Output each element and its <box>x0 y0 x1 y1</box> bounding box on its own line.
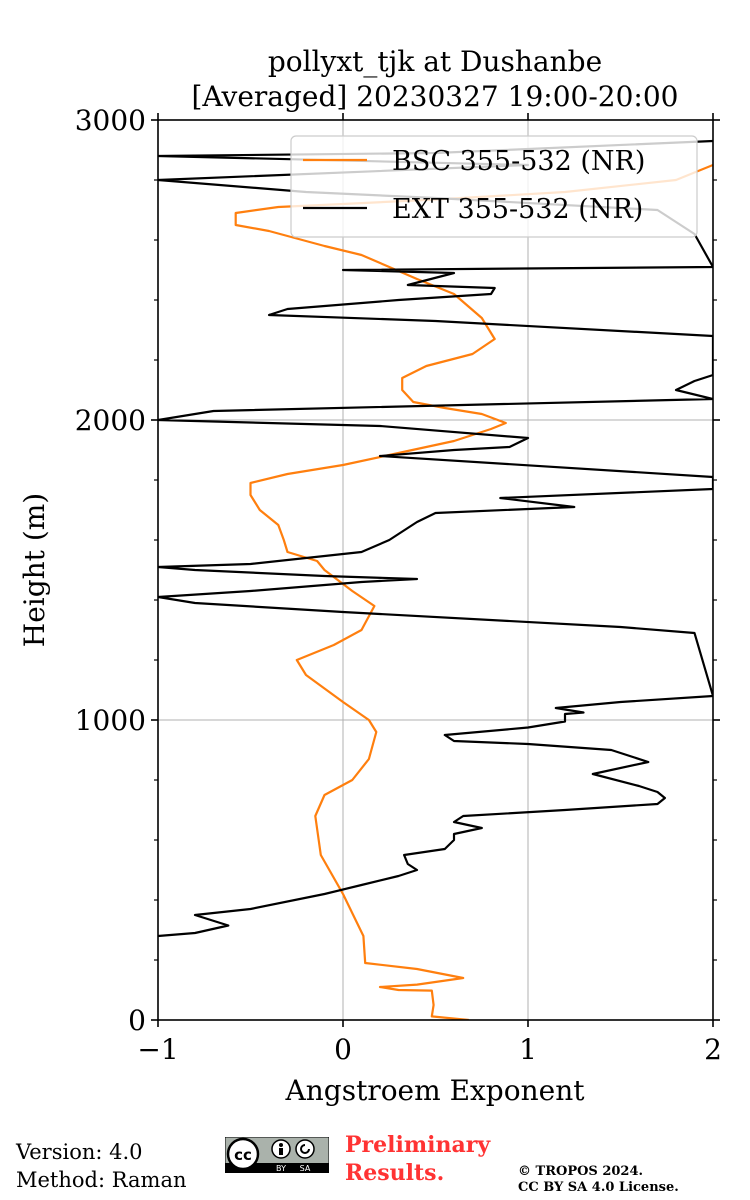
legend-box <box>290 135 698 238</box>
x-tick-label: 2 <box>704 1033 722 1066</box>
method-text: Method: Raman <box>16 1168 187 1192</box>
angstroem-chart: pollyxt_tjk at Dushanbe [Averaged] 20230… <box>18 45 722 1107</box>
y-tick-label: 0 <box>128 1004 146 1037</box>
cc-by-text: BY <box>276 1164 286 1173</box>
x-tick-label: 1 <box>519 1033 537 1066</box>
preliminary-line-1: Preliminary <box>345 1132 491 1158</box>
cc-sa-text: SA <box>300 1164 311 1173</box>
x-axis-label: Angstroem Exponent <box>285 1074 586 1107</box>
series-line-ext <box>158 139 713 938</box>
legend-label-bsc: BSC 355-532 (NR) <box>392 146 645 177</box>
y-tick-label: 2000 <box>75 404 146 437</box>
y-tick-label: 1000 <box>75 704 146 737</box>
preliminary-line-2: Results. <box>345 1160 445 1186</box>
preliminary-results-note: Preliminary Results. <box>345 1131 490 1187</box>
grid-lines <box>158 120 713 1020</box>
version-text: Version: 4.0 <box>16 1140 143 1164</box>
x-tick-label: −1 <box>137 1033 178 1066</box>
copyright-note: © TROPOS 2024. CC BY SA 4.0 License. <box>518 1164 679 1196</box>
y-tick-label: 3000 <box>75 104 146 137</box>
cc-logo-text: cc <box>234 1146 252 1164</box>
plot-frame <box>157 119 714 1021</box>
copyright-line-1: © TROPOS 2024. <box>518 1164 644 1179</box>
x-tick-label: 0 <box>334 1033 352 1066</box>
legend-label-ext: EXT 355-532 (NR) <box>392 194 643 225</box>
series-lines <box>158 139 713 1020</box>
chart-subtitle: [Averaged] 20230327 19:00-20:00 <box>192 80 679 113</box>
cc-by-sa-icon: cc BY SA <box>225 1137 329 1173</box>
legend: BSC 355-532 (NR) EXT 355-532 (NR) <box>290 135 698 238</box>
y-axis-label: Height (m) <box>18 493 51 647</box>
footer-info: Version: 4.0 Method: Raman <box>16 1138 187 1194</box>
sa-share-icon <box>295 1139 315 1159</box>
series-line-bsc <box>234 163 713 1020</box>
copyright-line-2: CC BY SA 4.0 License. <box>518 1180 679 1195</box>
chart-title: pollyxt_tjk at Dushanbe <box>268 45 602 78</box>
